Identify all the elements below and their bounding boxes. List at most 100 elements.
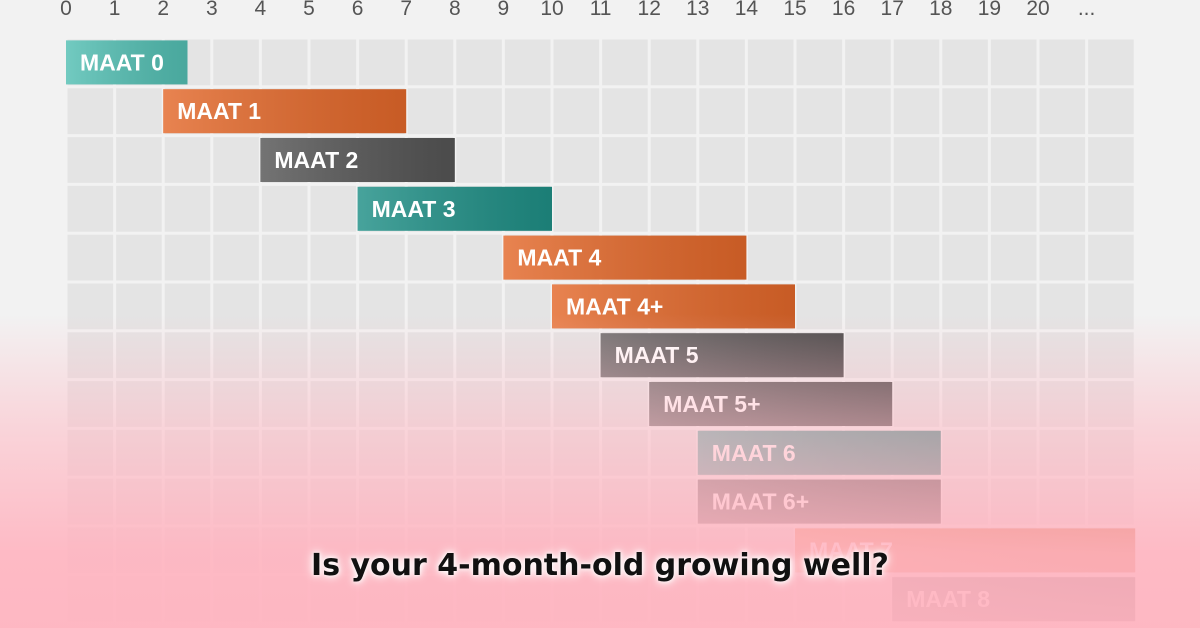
grid-cell bbox=[553, 576, 600, 623]
grid-cell bbox=[261, 39, 308, 86]
grid-cell bbox=[553, 429, 600, 476]
grid-cell bbox=[504, 381, 551, 427]
grid-cell bbox=[942, 381, 988, 427]
grid-cell bbox=[553, 137, 600, 183]
x-tick-label: 2 bbox=[157, 0, 169, 20]
grid-cell bbox=[456, 88, 502, 135]
grid-cell bbox=[67, 185, 114, 232]
grid-cell bbox=[261, 478, 308, 525]
x-tick-label: 17 bbox=[881, 0, 904, 20]
grid-cell bbox=[456, 332, 502, 379]
grid-cell bbox=[213, 185, 259, 232]
grid-cell bbox=[164, 283, 211, 330]
grid-cell bbox=[845, 576, 891, 623]
grid-cell bbox=[261, 381, 308, 427]
grid-cell bbox=[310, 39, 357, 86]
grid-cell bbox=[602, 478, 648, 525]
grid-cell bbox=[456, 429, 502, 476]
grid-cell bbox=[504, 283, 551, 330]
grid-cell bbox=[650, 185, 697, 232]
grid-cell bbox=[1039, 234, 1086, 281]
grid-cell bbox=[796, 39, 843, 86]
grid-cell bbox=[213, 429, 259, 476]
grid-cell bbox=[213, 332, 259, 379]
grid-cell bbox=[504, 478, 551, 525]
grid-cell bbox=[942, 283, 988, 330]
grid-cell bbox=[747, 185, 794, 232]
grid-cell bbox=[650, 88, 697, 135]
bar-label: MAAT 6+ bbox=[712, 489, 809, 515]
grid-cell bbox=[1039, 137, 1086, 183]
grid-cell bbox=[1039, 39, 1086, 86]
grid-cell bbox=[699, 88, 745, 135]
grid-cell bbox=[504, 137, 551, 183]
grid-cell bbox=[893, 381, 940, 427]
grid-cell bbox=[261, 332, 308, 379]
grid-cell bbox=[796, 283, 843, 330]
grid-cell bbox=[602, 381, 648, 427]
x-tick-label: 9 bbox=[498, 0, 510, 20]
grid-cell bbox=[67, 478, 114, 525]
grid-cell bbox=[602, 429, 648, 476]
grid-cell bbox=[407, 39, 454, 86]
grid-cell bbox=[893, 185, 940, 232]
grid-cell bbox=[1039, 332, 1086, 379]
grid-cell bbox=[407, 576, 454, 623]
grid-cell bbox=[747, 576, 794, 623]
grid-cell bbox=[164, 381, 211, 427]
grid-cell bbox=[1039, 283, 1086, 330]
grid-cell bbox=[650, 576, 697, 623]
grid-cell bbox=[942, 39, 988, 86]
grid-cell bbox=[359, 39, 405, 86]
grid-cell bbox=[942, 137, 988, 183]
grid-cell bbox=[699, 185, 745, 232]
grid-cell bbox=[1039, 429, 1086, 476]
grid-cell bbox=[650, 39, 697, 86]
x-tick-label: 15 bbox=[783, 0, 806, 20]
grid-cell bbox=[310, 381, 357, 427]
grid-cell bbox=[213, 283, 259, 330]
grid-cell bbox=[553, 381, 600, 427]
grid-cell bbox=[553, 332, 600, 379]
grid-cell bbox=[67, 429, 114, 476]
grid-cell bbox=[845, 88, 891, 135]
grid-cell bbox=[456, 137, 502, 183]
grid-cell bbox=[747, 137, 794, 183]
grid-cell bbox=[310, 332, 357, 379]
grid-cell bbox=[164, 185, 211, 232]
grid-cell bbox=[407, 234, 454, 281]
grid-cell bbox=[893, 137, 940, 183]
grid-cell bbox=[942, 234, 988, 281]
grid-cell bbox=[845, 234, 891, 281]
grid-cell bbox=[699, 39, 745, 86]
grid-cell bbox=[261, 283, 308, 330]
grid-cell bbox=[553, 88, 600, 135]
grid-cell bbox=[213, 137, 259, 183]
bar-label: MAAT 5+ bbox=[663, 391, 760, 417]
grid-cell bbox=[213, 478, 259, 525]
caption: Is your 4-month-old growing well? bbox=[311, 548, 889, 583]
grid-cell bbox=[990, 381, 1037, 427]
x-tick-label: 16 bbox=[832, 0, 855, 20]
grid-cell bbox=[504, 39, 551, 86]
grid-cell bbox=[796, 576, 843, 623]
grid-cell bbox=[990, 137, 1037, 183]
grid-cell bbox=[796, 234, 843, 281]
grid-cell bbox=[942, 478, 988, 525]
grid-cell bbox=[407, 332, 454, 379]
grid-cell bbox=[990, 39, 1037, 86]
grid-cell bbox=[213, 234, 259, 281]
grid-cell bbox=[310, 283, 357, 330]
grid-cell bbox=[504, 88, 551, 135]
bar-label: MAAT 3 bbox=[372, 196, 456, 222]
x-tick-label: 3 bbox=[206, 0, 218, 20]
x-tick-label: 5 bbox=[303, 0, 315, 20]
bar-label: MAAT 0 bbox=[80, 49, 164, 75]
grid-cell bbox=[213, 39, 259, 86]
grid-cell bbox=[1088, 381, 1134, 427]
grid-cell bbox=[359, 381, 405, 427]
grid-cell bbox=[359, 283, 405, 330]
x-tick-label: 6 bbox=[352, 0, 364, 20]
grid-cell bbox=[990, 283, 1037, 330]
grid-cell bbox=[747, 39, 794, 86]
